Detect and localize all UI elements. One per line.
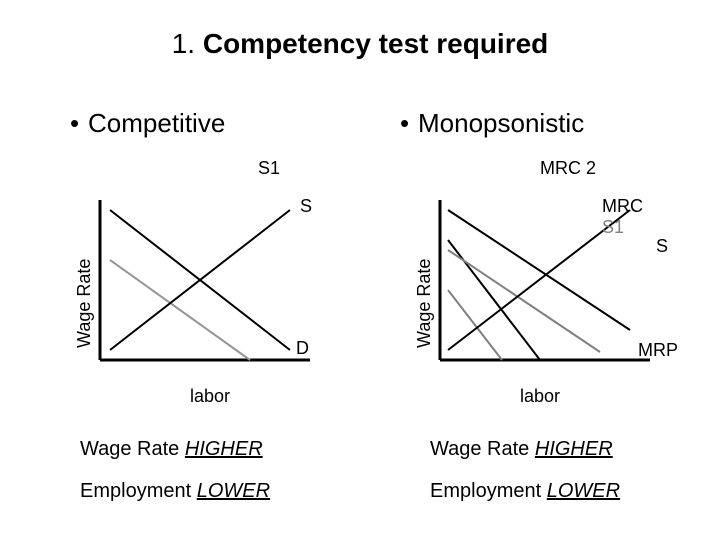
y-axis-label-right: Wage Rate bbox=[414, 259, 435, 348]
conclusion-left-2: Employment LOWER bbox=[80, 480, 270, 503]
label-s1-right: S1 bbox=[602, 217, 624, 237]
conc-l1-b: HIGHER bbox=[185, 438, 263, 460]
conc-r2-a: Employment bbox=[430, 480, 547, 502]
title-number: 1. bbox=[172, 28, 203, 59]
title-text: Competency test required bbox=[203, 28, 548, 59]
conclusion-right-1: Wage Rate HIGHER bbox=[430, 438, 613, 461]
bullet-dot-icon: • bbox=[400, 108, 418, 139]
x-axis-label-left: labor bbox=[150, 386, 270, 407]
conclusion-left-1: Wage Rate HIGHER bbox=[80, 438, 263, 461]
label-mrc-s1: MRC S1 bbox=[602, 196, 660, 238]
line-supply-shift bbox=[110, 260, 250, 360]
slide-title: 1. Competency test required bbox=[0, 28, 720, 60]
label-s1-left: S1 bbox=[258, 158, 280, 179]
label-d-left: D bbox=[296, 338, 309, 359]
line-mrc bbox=[448, 240, 540, 360]
slide: 1. Competency test required •Competitive… bbox=[0, 0, 720, 540]
chart-left-svg bbox=[80, 200, 320, 380]
label-s-right: S bbox=[656, 236, 668, 257]
label-mrc2: MRC 2 bbox=[540, 158, 596, 179]
chart-competitive: Wage Rate S1 S D bbox=[80, 200, 320, 380]
chart-monopsonistic: Wage Rate MRC 2 MRC S1 S MRP bbox=[420, 200, 660, 380]
label-mrp: MRP bbox=[638, 340, 678, 361]
conc-l2-b: LOWER bbox=[197, 480, 270, 502]
label-s-left: S bbox=[300, 196, 312, 217]
conc-r1-a: Wage Rate bbox=[430, 438, 535, 460]
conc-l2-a: Employment bbox=[80, 480, 197, 502]
bullet-dot-icon: • bbox=[70, 108, 88, 139]
bullet-right-text: Monopsonistic bbox=[418, 108, 584, 138]
x-axis-label-right: labor bbox=[480, 386, 600, 407]
bullet-left-text: Competitive bbox=[88, 108, 225, 138]
conc-r1-b: HIGHER bbox=[535, 438, 613, 460]
line-supply-shift bbox=[448, 250, 600, 352]
bullet-left: •Competitive bbox=[70, 108, 225, 139]
bullet-right: •Monopsonistic bbox=[400, 108, 584, 139]
conc-l1-a: Wage Rate bbox=[80, 438, 185, 460]
label-mrc-text: MRC bbox=[602, 196, 643, 216]
conclusion-right-2: Employment LOWER bbox=[430, 480, 620, 503]
conc-r2-b: LOWER bbox=[547, 480, 620, 502]
y-axis-label-left: Wage Rate bbox=[74, 259, 95, 348]
